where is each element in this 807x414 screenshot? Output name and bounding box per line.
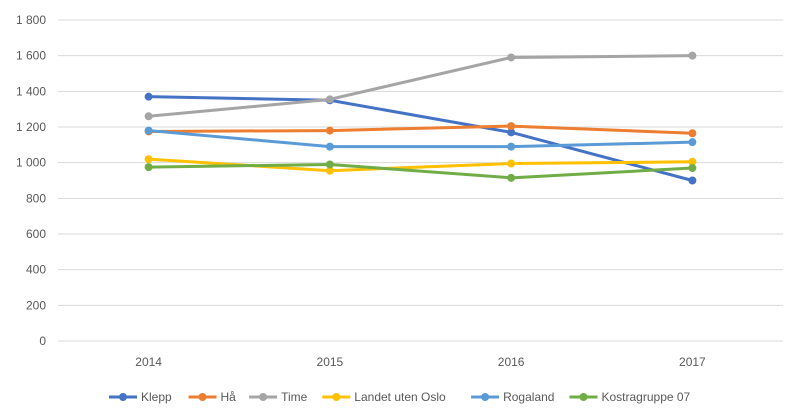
y-tick-label: 200 (26, 298, 46, 312)
series-line (147, 129, 694, 149)
y-tick-label: 1 000 (16, 156, 46, 170)
legend-label: Kostragruppe 07 (602, 390, 691, 404)
data-point (507, 128, 516, 137)
data-point (144, 163, 153, 172)
data-point (507, 122, 516, 131)
y-tick-label: 1 600 (16, 49, 46, 63)
series-line (147, 124, 694, 135)
legend-label: Hå (221, 390, 237, 404)
data-point (688, 176, 697, 185)
y-tick-label: 1 400 (16, 84, 46, 98)
y-tick-label: 1 800 (16, 13, 46, 27)
legend-item: Hå (188, 390, 237, 404)
data-point (144, 126, 153, 135)
legend-item: Kostragruppe 07 (569, 390, 691, 404)
legend-swatch-marker (259, 393, 268, 401)
data-point (144, 92, 153, 101)
series-time (144, 51, 697, 121)
series-h- (144, 122, 697, 138)
data-point (688, 138, 697, 147)
x-tick-label: 2016 (498, 355, 525, 369)
data-point (325, 166, 334, 175)
series-line (147, 95, 694, 182)
data-point (507, 173, 516, 182)
data-point (507, 53, 516, 62)
data-point (688, 129, 697, 138)
legend-item: Landet uten Oslo (322, 390, 446, 404)
y-axis: 0 200 400 600 800 1 000 1 200 1 400 1 600 1 800 (16, 13, 46, 348)
y-tick-label: 600 (26, 227, 46, 241)
legend: Klepp Hå Time Landet uten Oslo Rogaland Kostr… (109, 390, 691, 404)
y-tick-label: 0 (39, 334, 46, 348)
data-point (688, 51, 697, 60)
data-point (325, 160, 334, 169)
y-tick-label: 800 (26, 191, 46, 205)
gridlines (58, 19, 783, 342)
legend-swatch-marker (119, 393, 127, 401)
legend-label: Landet uten Oslo (354, 390, 446, 404)
legend-swatch-marker (481, 393, 490, 401)
data-point (507, 159, 516, 168)
series-line (147, 162, 694, 180)
data-point (325, 142, 334, 151)
x-tick-label: 2015 (317, 355, 344, 369)
legend-label: Klepp (141, 390, 172, 404)
y-tick-label: 1 200 (16, 120, 46, 134)
legend-item: Klepp (109, 390, 172, 404)
legend-label: Time (281, 390, 308, 404)
legend-swatch-marker (579, 393, 588, 401)
legend-item: Rogaland (471, 390, 554, 404)
data-point (507, 142, 516, 151)
data-point (144, 155, 153, 164)
legend-item: Time (249, 390, 308, 404)
data-point (325, 95, 334, 104)
x-axis: 2014 2015 2016 2017 (135, 355, 706, 369)
data-point (688, 157, 697, 166)
data-point (144, 112, 153, 121)
x-tick-label: 2017 (679, 355, 706, 369)
legend-swatch-marker (332, 393, 341, 401)
legend-swatch-marker (198, 393, 207, 401)
x-tick-label: 2014 (135, 355, 162, 369)
series-lines (144, 51, 697, 185)
y-tick-label: 400 (26, 263, 46, 277)
legend-label: Rogaland (503, 390, 554, 404)
series-line (147, 54, 694, 118)
data-point (325, 126, 334, 135)
series-rogaland (144, 126, 697, 151)
series-kostragruppe-07 (144, 160, 697, 182)
data-point (688, 164, 697, 173)
